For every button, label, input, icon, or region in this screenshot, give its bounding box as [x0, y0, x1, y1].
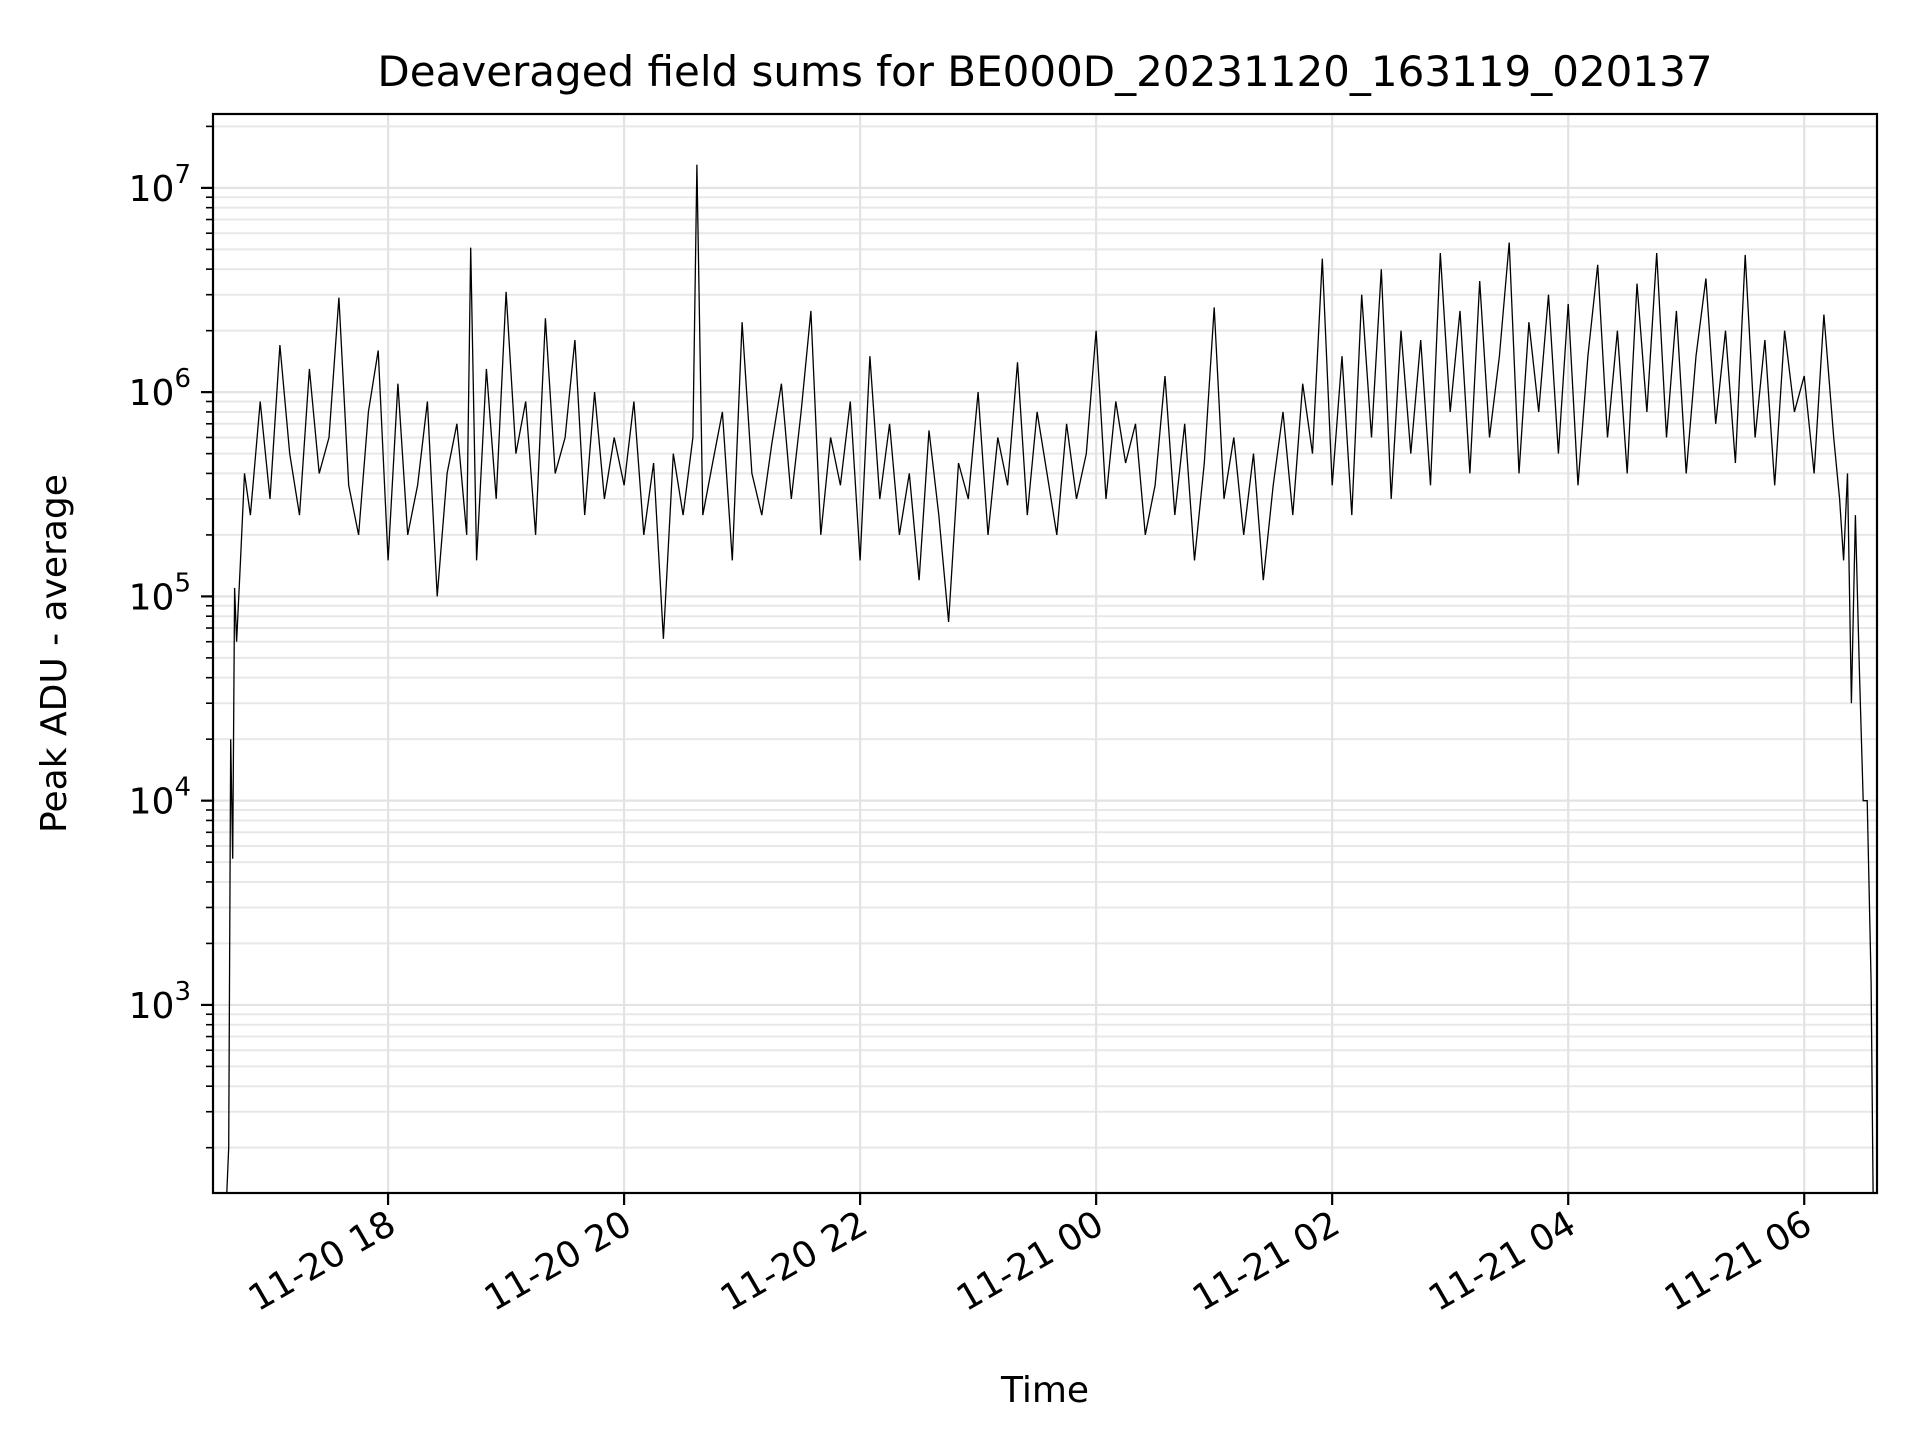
y-tick-label: 107 — [129, 160, 191, 210]
series-line — [226, 164, 1874, 1194]
y-axis-label: Peak ADU - average — [34, 474, 75, 833]
y-tick-label: 106 — [129, 364, 191, 414]
x-axis-label: Time — [1000, 1370, 1089, 1411]
y-tick-label: 104 — [129, 773, 191, 823]
y-tick-label: 103 — [129, 977, 191, 1027]
y-tick-label: 105 — [129, 568, 191, 618]
plot-frame — [211, 112, 1879, 1195]
chart-title: Deaveraged field sums for BE000D_2023112… — [377, 47, 1712, 96]
